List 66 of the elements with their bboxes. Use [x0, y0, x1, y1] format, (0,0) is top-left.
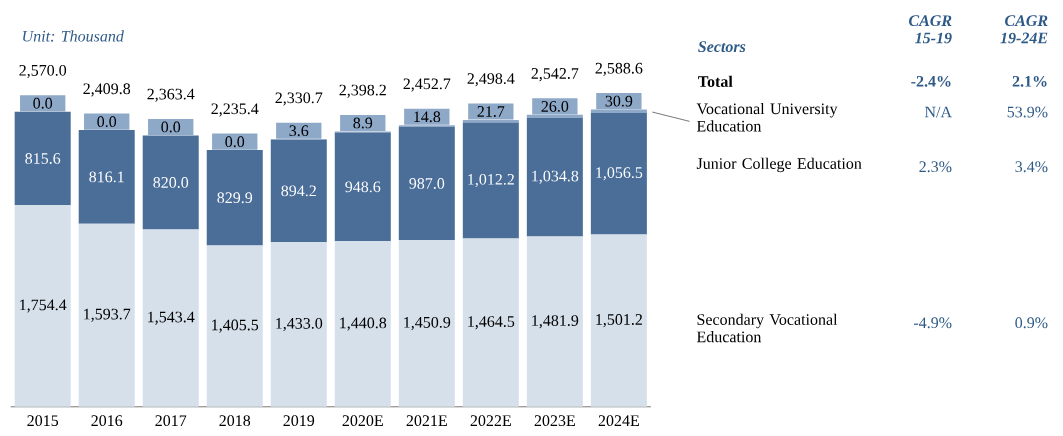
data-label: 894.2 — [281, 185, 316, 197]
text: Vocational University Education — [696, 102, 838, 132]
text: -2.4% — [911, 75, 951, 87]
text: 0.9% — [1015, 317, 1048, 329]
total-label: 2,235.4 — [211, 103, 259, 117]
data-label: 816.1 — [89, 171, 124, 183]
data-label: 1,501.2 — [596, 313, 642, 328]
data-label: 21.7 — [477, 106, 505, 117]
data-label: 1,593.7 — [84, 308, 131, 322]
data-label: 1,433.0 — [276, 317, 323, 331]
data-label: 14.8 — [414, 111, 441, 123]
text: -4.9% — [913, 317, 952, 329]
total-label: 2,498.4 — [467, 73, 515, 87]
data-label: 8.9 — [353, 117, 373, 129]
x-tick-label: 2022E — [470, 415, 511, 426]
x-tick-label: 2021E — [406, 415, 447, 426]
data-label: 1,754.4 — [20, 299, 67, 313]
text: Secondary Vocational Education — [696, 313, 838, 343]
data-label: 26.0 — [541, 100, 569, 112]
total-label: 2,330.7 — [275, 92, 323, 106]
text: 2.1% — [1012, 75, 1047, 87]
data-label: 0.0 — [161, 121, 181, 133]
x-tick-label: 2024E — [598, 415, 639, 426]
total-label: 2,398.2 — [339, 84, 386, 98]
data-label: 1,034.8 — [532, 170, 579, 184]
data-label: 1,450.9 — [404, 316, 451, 330]
data-label: 820.0 — [153, 176, 189, 188]
text: N/A — [924, 106, 952, 118]
data-label: 30.9 — [605, 95, 633, 107]
total-label: 2,409.8 — [83, 83, 131, 97]
x-tick-label: 2015 — [27, 415, 59, 426]
x-tick-label: 2018 — [219, 415, 251, 426]
data-label: 0.0 — [33, 97, 53, 109]
data-label: 1,056.5 — [596, 167, 643, 181]
data-label: 1,405.5 — [212, 319, 259, 333]
data-label: 815.6 — [25, 152, 61, 164]
x-tick-label: 2017 — [155, 415, 187, 426]
x-tick-label: 2016 — [91, 415, 123, 426]
text: Unit: Thousand — [23, 30, 124, 42]
total-label: 2,542.7 — [531, 68, 579, 82]
data-label: 987.0 — [409, 178, 445, 189]
x-tick-label: 2023E — [534, 415, 575, 426]
text: 2.3% — [919, 161, 952, 173]
data-label: 3.6 — [289, 125, 309, 137]
text: CAGR 19-24E — [1000, 15, 1048, 44]
data-label: 0.0 — [225, 136, 245, 148]
data-label: 1,464.5 — [468, 316, 515, 330]
text: 3.4% — [1015, 161, 1048, 173]
text: Junior College Education — [696, 157, 862, 173]
text: 53.9% — [1007, 106, 1048, 118]
data-label: 1,481.9 — [532, 315, 579, 329]
data-label: 1,012.2 — [468, 173, 514, 187]
data-label: 948.6 — [345, 181, 381, 193]
total-label: 2,363.4 — [147, 88, 195, 102]
text: Sectors — [698, 41, 746, 52]
total-label: 2,570.0 — [19, 64, 67, 78]
total-label: 2,452.7 — [403, 78, 451, 92]
data-label: 1,440.8 — [340, 317, 387, 331]
data-label: 829.9 — [217, 192, 253, 204]
text: Total — [698, 75, 733, 87]
data-label: 0.0 — [97, 116, 117, 128]
total-label: 2,588.6 — [595, 62, 643, 76]
x-tick-label: 2020E — [342, 415, 383, 426]
text: CAGR 15-19 — [908, 15, 952, 44]
data-label: 1,543.4 — [148, 311, 195, 325]
x-tick-label: 2019 — [283, 415, 315, 426]
